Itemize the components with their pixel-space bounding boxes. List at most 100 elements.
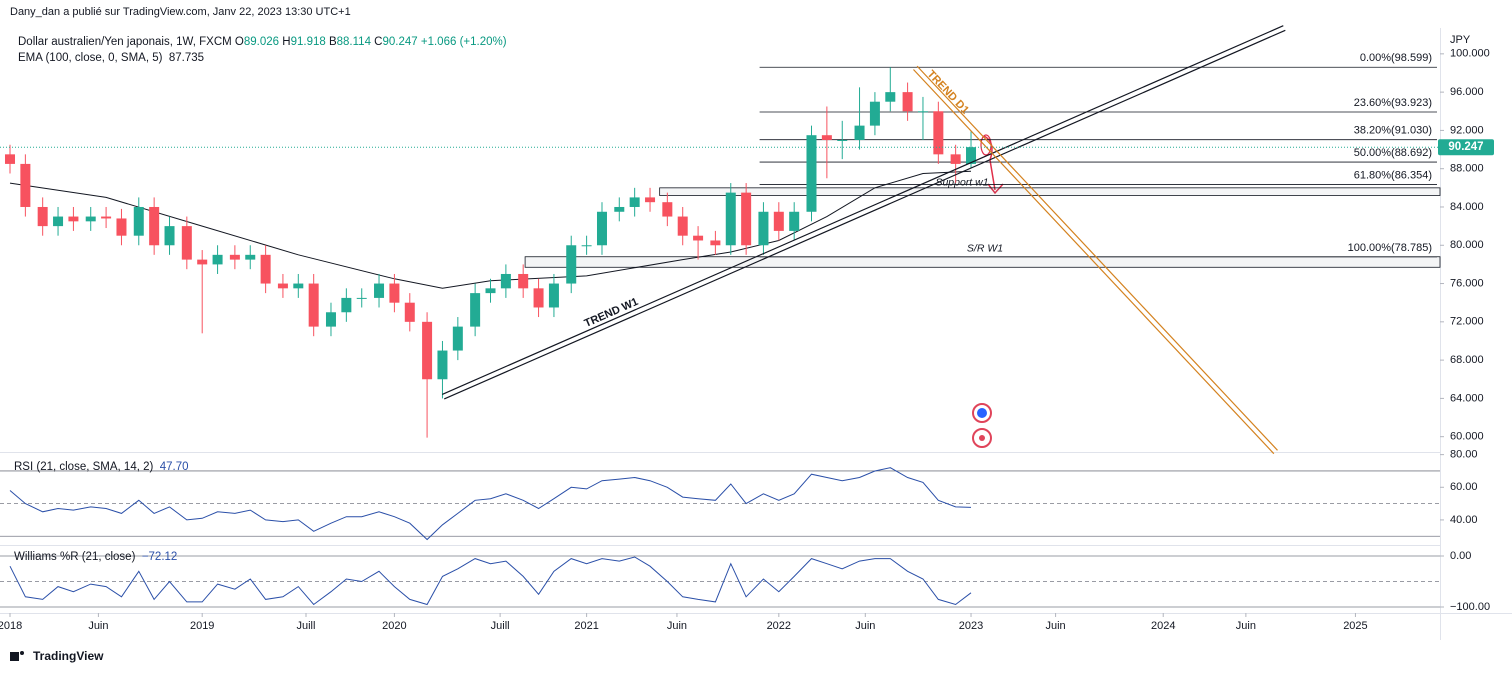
rsi-line bbox=[9, 467, 972, 541]
ema-legend: EMA (100, close, 0, SMA, 5) 87.735 bbox=[18, 52, 204, 64]
ohlc-value: 88.114 bbox=[336, 36, 371, 48]
y-tick-label: 60.00 bbox=[1450, 481, 1478, 493]
candle-body bbox=[677, 216, 688, 236]
ohlc: O89.026 H91.918 B88.114 C90.247 bbox=[235, 36, 421, 48]
candle-body bbox=[518, 273, 529, 289]
zone bbox=[524, 256, 1441, 268]
x-tick-label: Juin bbox=[855, 620, 875, 632]
y-tick-label: 40.00 bbox=[1450, 514, 1478, 526]
candle-body bbox=[437, 350, 448, 380]
rsi-value: 47.70 bbox=[159, 461, 189, 473]
candle-body bbox=[452, 326, 463, 351]
candle-body bbox=[277, 283, 288, 289]
ohlc-key: O bbox=[234, 36, 244, 48]
symbol: Dollar australien/Yen japonais, 1W, FXCM bbox=[18, 36, 232, 48]
y-tick-label: 96.000 bbox=[1450, 86, 1484, 98]
x-tick-label: 2018 bbox=[0, 620, 22, 632]
fib-label: 100.00%(78.785) bbox=[1348, 242, 1432, 254]
williams-legend: Williams %R (21, close) −72.12 bbox=[14, 551, 177, 563]
last-price-box bbox=[1438, 139, 1494, 156]
arrow-head bbox=[987, 183, 1004, 195]
candle-body bbox=[533, 288, 544, 308]
candle-body bbox=[20, 163, 31, 207]
candle-body bbox=[917, 111, 928, 113]
ohlc-key: H bbox=[282, 36, 291, 48]
williams-value: −72.12 bbox=[141, 551, 178, 563]
y-tick-label: 84.000 bbox=[1450, 201, 1484, 213]
x-tick-label: Juin bbox=[1045, 620, 1065, 632]
candle-body bbox=[404, 302, 415, 322]
candle-body bbox=[229, 254, 240, 260]
y-tick-label: 60.000 bbox=[1450, 431, 1484, 443]
fib-label: 38.20%(91.030) bbox=[1354, 125, 1432, 137]
y-tick-label: 80.000 bbox=[1450, 239, 1484, 251]
candle-body bbox=[293, 283, 304, 289]
candle-body bbox=[773, 211, 784, 231]
candle-body bbox=[629, 197, 640, 207]
candle-body bbox=[260, 254, 271, 284]
brand-logo bbox=[10, 652, 19, 661]
ema-value: 87.735 bbox=[168, 52, 205, 64]
y-tick-label: 88.000 bbox=[1450, 163, 1484, 175]
ohlc-key: C bbox=[374, 36, 383, 48]
candle-body bbox=[869, 101, 880, 126]
candle-body bbox=[37, 206, 48, 227]
zone-label: S/R W1 bbox=[967, 243, 1003, 255]
candle-body bbox=[693, 235, 704, 241]
y-tick-label: 72.000 bbox=[1450, 316, 1484, 328]
candle-body bbox=[758, 211, 769, 246]
x-tick-label: 2025 bbox=[1343, 620, 1367, 632]
candle-body bbox=[485, 288, 496, 294]
candle-body bbox=[53, 216, 64, 227]
candle-body bbox=[374, 283, 385, 298]
x-tick-label: 2022 bbox=[767, 620, 791, 632]
candle-body bbox=[245, 254, 256, 260]
candle-body bbox=[885, 92, 896, 102]
candle-body bbox=[101, 216, 112, 219]
candle-body bbox=[500, 273, 511, 289]
ohlc-key: B bbox=[328, 36, 337, 48]
trend-line bbox=[916, 65, 1278, 451]
currency: JPY bbox=[1450, 34, 1471, 46]
candle-body bbox=[789, 211, 800, 231]
candle-body bbox=[308, 283, 319, 327]
candle-body bbox=[725, 192, 736, 246]
fib-label: 0.00%(98.599) bbox=[1360, 52, 1432, 64]
trend-label: TREND W1 bbox=[583, 296, 640, 330]
x-tick-label: Juill bbox=[491, 620, 510, 632]
candle-body bbox=[149, 206, 160, 246]
candle-body bbox=[950, 154, 961, 164]
trend-line bbox=[443, 29, 1286, 400]
candle-body bbox=[68, 216, 79, 222]
candle-body bbox=[710, 240, 721, 246]
candle-body bbox=[854, 125, 865, 140]
candle-body bbox=[548, 283, 559, 308]
candle-body bbox=[164, 226, 175, 246]
williams-name: Williams %R (21, close) bbox=[14, 551, 136, 563]
x-tick-label: 2019 bbox=[190, 620, 214, 632]
candle-body bbox=[966, 147, 977, 164]
x-tick-label: 2024 bbox=[1151, 620, 1175, 632]
change: +1.066 (+1.20%) bbox=[420, 36, 507, 48]
y-tick-label: 92.000 bbox=[1450, 124, 1484, 136]
candle-body bbox=[341, 297, 352, 313]
rsi-legend: RSI (21, close, SMA, 14, 2) 47.70 bbox=[14, 461, 189, 473]
candle-body bbox=[614, 206, 625, 212]
x-tick-label: 2020 bbox=[382, 620, 406, 632]
fib-label: 23.60%(93.923) bbox=[1354, 97, 1432, 109]
candle-body bbox=[837, 139, 848, 141]
y-tick-label: 64.000 bbox=[1450, 392, 1484, 404]
candle-body bbox=[470, 293, 481, 327]
y-tick-label: −100.00 bbox=[1450, 601, 1490, 613]
ohlc-value: 89.026 bbox=[243, 36, 280, 48]
candle-body bbox=[662, 202, 673, 217]
williams-line bbox=[9, 556, 972, 606]
candle-body bbox=[325, 312, 336, 327]
brand-name: TradingView bbox=[33, 649, 104, 663]
trend-line bbox=[913, 69, 1275, 455]
y-tick-label: 68.000 bbox=[1450, 354, 1484, 366]
y-tick-label: 100.000 bbox=[1450, 48, 1490, 60]
y-tick-label: 80.00 bbox=[1450, 449, 1478, 461]
